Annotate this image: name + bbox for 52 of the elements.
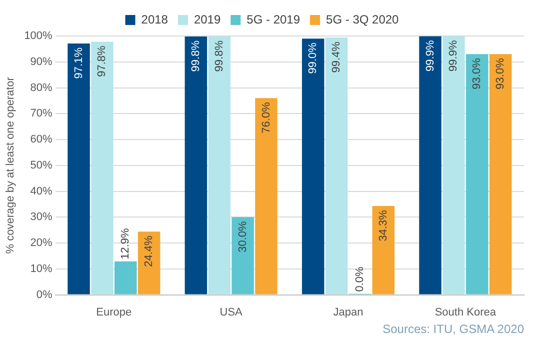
bar: [302, 38, 324, 294]
data-label: 0.0%: [354, 266, 366, 292]
y-tick-label: 70%: [30, 108, 53, 120]
legend-label: 5G - 3Q 2020: [326, 12, 400, 26]
x-tick-label: South Korea: [434, 306, 497, 318]
y-tick-label: 40%: [30, 185, 53, 198]
bar: [232, 217, 254, 294]
data-label: 24.4%: [143, 235, 156, 267]
legend-label: 2018: [141, 12, 168, 26]
bar: [442, 36, 465, 294]
data-label: 99.9%: [424, 40, 436, 72]
data-label: 34.3%: [377, 210, 390, 242]
bar: [184, 36, 208, 294]
source-note: Sources: ITU, GSMA 2020: [382, 322, 524, 336]
bar: [208, 36, 230, 294]
bar: [419, 36, 442, 294]
data-label: 93.0%: [471, 58, 484, 90]
data-label: 99.0%: [307, 42, 320, 74]
x-tick-label: Japan: [333, 306, 364, 318]
y-tick-label: 30%: [30, 211, 53, 224]
y-tick-label: 80%: [30, 82, 53, 94]
y-tick-label: 50%: [30, 159, 53, 172]
data-label: 93.0%: [494, 58, 507, 90]
bar: [372, 206, 395, 294]
bar: [325, 38, 348, 294]
data-label: 99.8%: [190, 40, 202, 72]
bar: [489, 54, 512, 294]
data-label: 99.4%: [330, 41, 343, 73]
y-tick-label: 10%: [30, 262, 53, 275]
data-label: 99.8%: [213, 40, 226, 72]
y-tick-label: 60%: [30, 134, 53, 146]
x-tick-label: USA: [220, 306, 244, 318]
y-tick-label: 90%: [30, 56, 53, 68]
legend-label: 2019: [194, 12, 221, 26]
bar: [114, 261, 137, 294]
data-label: 97.1%: [72, 47, 85, 79]
y-tick-label: 20%: [30, 237, 53, 250]
y-tick-label: 0%: [36, 288, 53, 301]
y-axis-title: % coverage by at least one operator: [4, 76, 17, 254]
bar: [68, 44, 90, 294]
bar: [466, 54, 488, 294]
data-label: 99.9%: [448, 40, 460, 72]
bar: [255, 98, 278, 294]
data-label: 12.9%: [120, 228, 132, 260]
y-tick-label: 100%: [24, 30, 53, 42]
bar: [138, 232, 160, 294]
data-label: 76.0%: [260, 102, 272, 134]
legend-label: 5G - 2019: [246, 12, 300, 26]
x-tick-label: Europe: [96, 306, 132, 318]
bar: [91, 42, 114, 294]
data-label: 30.0%: [236, 220, 249, 252]
data-label: 97.8%: [96, 45, 108, 77]
